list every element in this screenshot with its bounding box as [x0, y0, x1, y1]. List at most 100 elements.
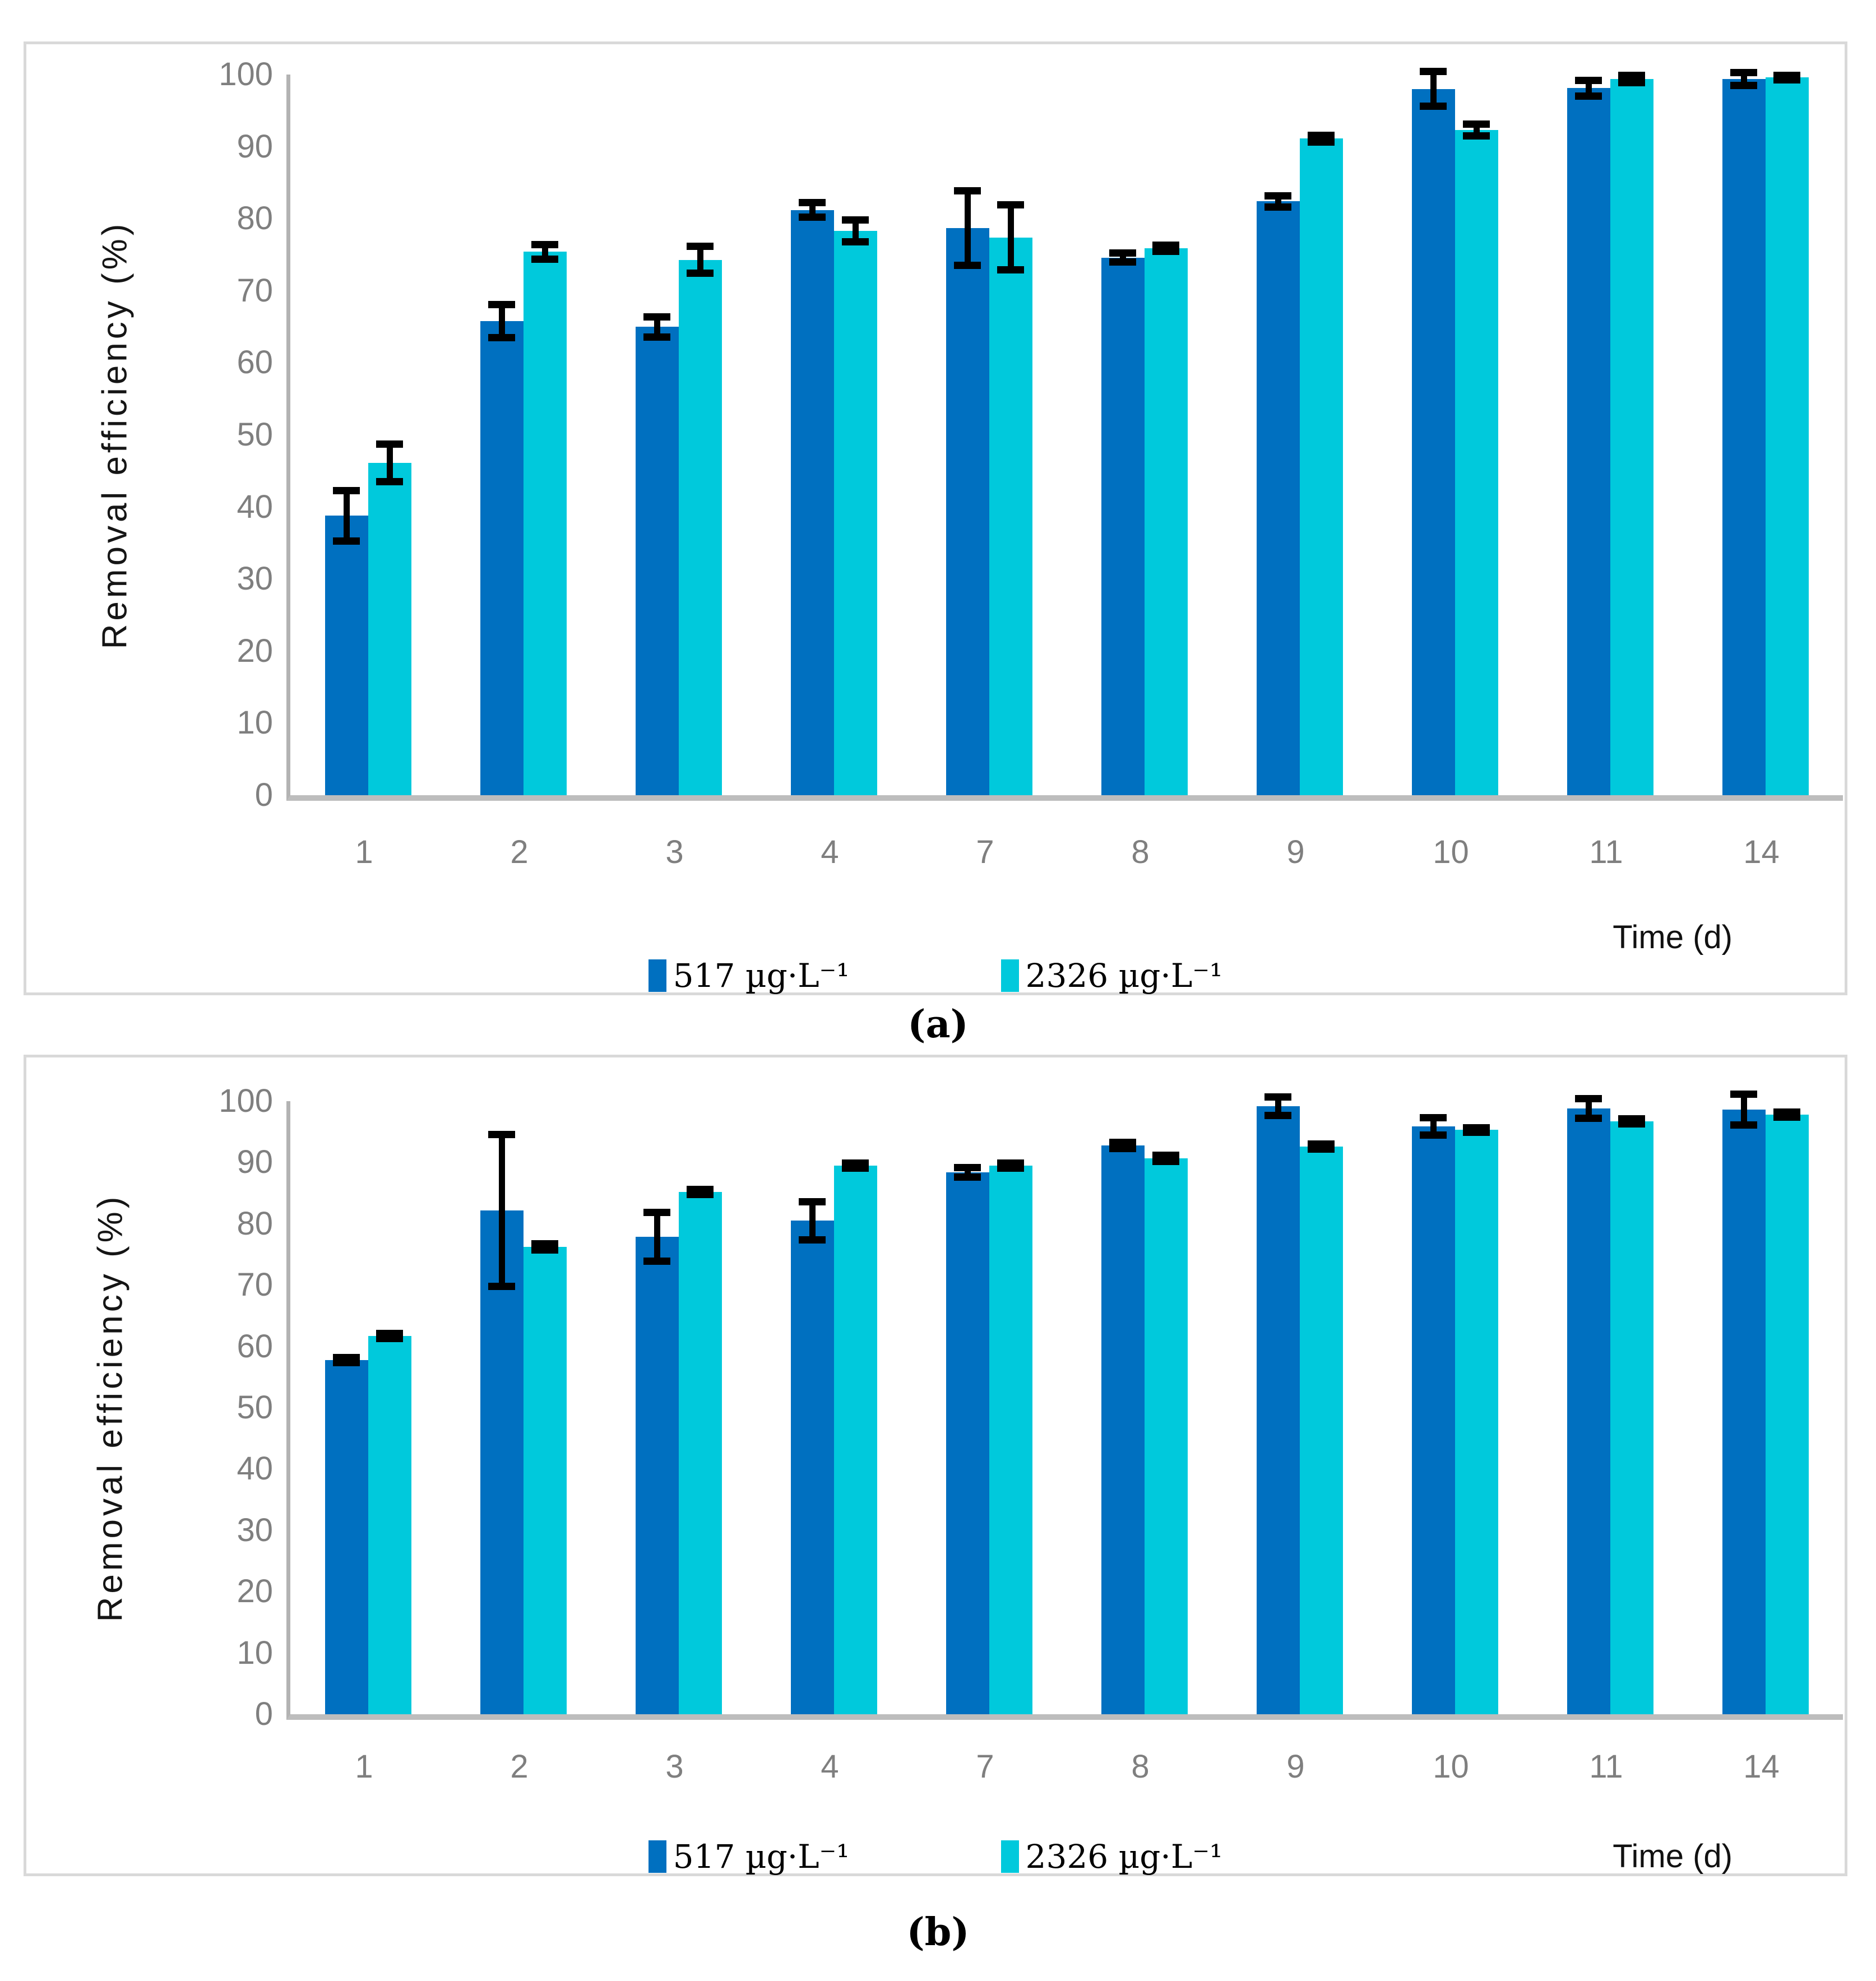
error-bar-cap: [1575, 92, 1602, 100]
error-bar-cap: [1575, 1095, 1602, 1103]
chart-panel-b: Removal efficiency (%) 100 90 80 70 60 50 40 30…: [24, 1055, 1847, 1876]
bar-group-day-1: [290, 75, 446, 795]
error-bar-cap: [531, 1246, 558, 1254]
x-tick-label-day-8: 8: [1131, 834, 1150, 870]
bar-group-day-3: [601, 1101, 756, 1714]
error-bar-cap: [333, 537, 360, 545]
legend-item-517-a: 517 µg·L⁻¹: [648, 957, 850, 995]
error-bar-cap: [643, 1208, 670, 1216]
bar-2326-day-2: [523, 252, 567, 795]
error-bar-cap: [531, 240, 558, 248]
bar-517-day-14: [1722, 78, 1766, 795]
legend-item-517-b: 517 µg·L⁻¹: [648, 1838, 850, 1876]
error-bar-line: [386, 444, 393, 482]
y-tick-label: 30: [237, 1511, 273, 1548]
bar-2326-day-3: [678, 1191, 722, 1714]
legend-swatch-2326-a: [1000, 959, 1019, 992]
x-tick-label-day-1: 1: [355, 834, 373, 870]
y-tick-label: 40: [237, 488, 273, 525]
bar-2326-day-10: [1455, 130, 1498, 795]
legend-swatch-517-a: [648, 959, 666, 992]
error-bar-cap: [1152, 247, 1179, 255]
error-bar-line: [1430, 1117, 1437, 1135]
error-bar-line: [343, 490, 350, 541]
bar-517-day-11: [1567, 88, 1610, 795]
error-bar-cap: [1308, 1145, 1335, 1153]
bar-group-day-10: [1377, 1101, 1532, 1714]
x-tick-label-day-14: 14: [1743, 1748, 1780, 1785]
error-bar-cap: [531, 1240, 558, 1248]
error-bar-cap: [333, 1358, 360, 1366]
bar-2326-day-14: [1765, 1115, 1809, 1714]
error-bar-line: [1473, 124, 1480, 136]
bar-group-day-2: [446, 1101, 601, 1714]
error-bar-cap: [1420, 1131, 1447, 1139]
y-tick-label: 100: [219, 56, 273, 92]
x-tick-label-day-4: 4: [821, 834, 839, 870]
legend-item-2326-a: 2326 µg·L⁻¹: [1000, 957, 1222, 995]
bar-517-day-7: [946, 1172, 989, 1714]
error-bar-cap: [1420, 68, 1447, 76]
bar-2326-day-8: [1144, 248, 1188, 795]
error-bar-line: [654, 317, 660, 337]
error-bar-cap: [799, 1236, 826, 1244]
x-tick-label-day-14: 14: [1743, 834, 1780, 870]
bar-group-day-14: [1688, 68, 1843, 795]
bar-group-day-4: [756, 1101, 911, 1714]
x-axis-title-b: Time (d): [1613, 1838, 1733, 1875]
bar-group-day-8: [1067, 1101, 1222, 1714]
y-tick-label: 90: [237, 128, 273, 165]
error-bar-cap: [954, 1173, 981, 1181]
bar-517-day-9: [1256, 201, 1300, 795]
bar-group-day-8: [1067, 75, 1222, 795]
error-bar-line: [964, 191, 971, 266]
legend-item-2326-b: 2326 µg·L⁻¹: [1000, 1838, 1222, 1876]
error-bar-line: [964, 1167, 971, 1177]
bar-517-day-4: [790, 1221, 834, 1714]
error-bar-line: [1585, 1098, 1592, 1119]
error-bar-cap: [1308, 138, 1335, 146]
bar-517-day-1: [325, 516, 368, 795]
plot-area-b: [286, 1091, 1843, 1720]
chart-panel-a: Removal efficiency (%) 100 90 80 70 60 50 40 30…: [24, 41, 1847, 995]
error-bar-line: [1585, 80, 1592, 96]
error-bar-cap: [1773, 1113, 1800, 1121]
error-bar-cap: [1109, 1138, 1136, 1146]
error-bar-cap: [1463, 120, 1490, 128]
x-tick-label-day-9: 9: [1286, 1748, 1305, 1785]
error-bar-cap: [1152, 242, 1179, 249]
bar-group-day-4: [756, 75, 911, 795]
error-bar-line: [697, 246, 703, 273]
error-bar-cap: [1463, 1129, 1490, 1136]
y-tick-label: 90: [237, 1144, 273, 1181]
error-bar-cap: [1109, 249, 1136, 257]
x-tick-label-day-7: 7: [976, 834, 994, 870]
bar-group-day-3: [601, 75, 756, 795]
error-bar-cap: [376, 1334, 403, 1342]
y-tick-label: 70: [237, 1266, 273, 1303]
error-bar-cap: [842, 1164, 869, 1172]
error-bar-cap: [488, 333, 515, 341]
error-bar-cap: [1264, 192, 1291, 200]
bar-517-day-7: [946, 228, 989, 795]
bar-2326-day-8: [1144, 1158, 1188, 1714]
x-tick-label-day-4: 4: [821, 1748, 839, 1785]
bar-group-day-11: [1532, 1095, 1688, 1714]
y-tick-label: 20: [237, 1573, 273, 1610]
bar-group-day-1: [290, 1101, 446, 1714]
bar-2326-day-2: [523, 1247, 567, 1714]
x-axis-tick-labels-b: 1 2 3 4 7 8 9 10 11 14: [286, 1748, 1839, 1785]
y-tick-label: 80: [237, 200, 273, 237]
y-tick-label: 50: [237, 1389, 273, 1426]
error-bar-cap: [1618, 1120, 1645, 1128]
error-bar-cap: [799, 214, 826, 221]
legend-label-517-b: 517 µg·L⁻¹: [673, 1838, 850, 1876]
error-bar-line: [1740, 72, 1747, 86]
bar-517-day-10: [1411, 89, 1455, 795]
error-bar-cap: [687, 270, 714, 277]
y-tick-label: 30: [237, 560, 273, 597]
y-tick-label: 60: [237, 344, 273, 381]
x-tick-label-day-3: 3: [665, 1748, 684, 1785]
error-bar-cap: [954, 262, 981, 270]
error-bar-cap: [997, 201, 1024, 209]
